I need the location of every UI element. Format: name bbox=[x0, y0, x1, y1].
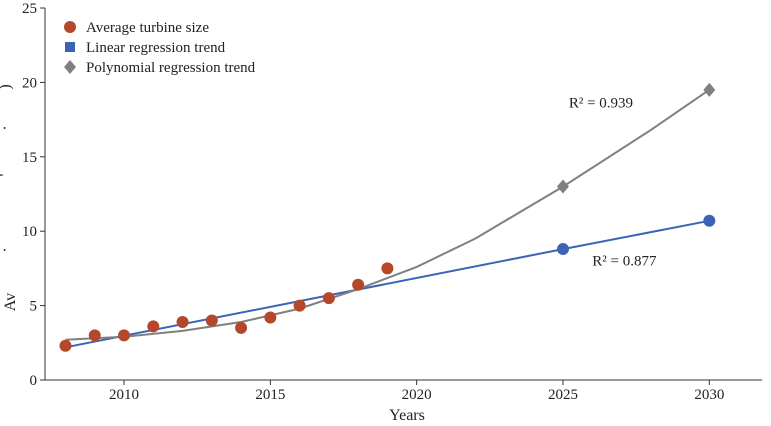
y-axis-title-fragment: · bbox=[0, 247, 14, 252]
highlight-marker-circle bbox=[556, 243, 569, 256]
series-lines bbox=[65, 88, 710, 349]
data-point bbox=[118, 329, 131, 342]
legend-marker-diamond bbox=[64, 60, 76, 74]
r-squared-annotation: R² = 0.939 bbox=[569, 96, 633, 112]
x-tick-label: 2025 bbox=[548, 387, 578, 403]
legend-marker-square bbox=[65, 42, 75, 52]
y-tick-label: 25 bbox=[22, 1, 37, 17]
y-axis-title-fragments: ) · ' · bbox=[0, 84, 14, 252]
data-point bbox=[293, 299, 306, 312]
x-tick-label: 2010 bbox=[109, 387, 139, 403]
series-line-2 bbox=[65, 88, 710, 341]
y-tick-label: 10 bbox=[22, 224, 37, 240]
data-point bbox=[381, 262, 394, 275]
x-tick-label: 2020 bbox=[402, 387, 432, 403]
data-point bbox=[352, 278, 365, 291]
x-tick-label: 2015 bbox=[255, 387, 285, 403]
highlight-marker-diamond bbox=[703, 82, 716, 97]
series-points bbox=[59, 262, 394, 352]
y-tick-label: 5 bbox=[30, 299, 38, 315]
annotations: R² = 0.939 R² = 0.877 bbox=[569, 96, 657, 270]
r-squared-annotation: R² = 0.877 bbox=[592, 253, 657, 269]
y-axis-title-fragment: ' bbox=[0, 173, 14, 176]
data-point bbox=[322, 292, 335, 305]
x-axis-title: Years bbox=[389, 407, 425, 424]
y-tick-label: 15 bbox=[22, 150, 37, 166]
y-axis-title-fragment: ) bbox=[0, 84, 14, 89]
data-point bbox=[235, 321, 248, 334]
y-axis-title-fragment: · bbox=[0, 125, 14, 130]
data-point bbox=[88, 329, 101, 342]
highlight-marker-circle bbox=[703, 214, 716, 227]
y-axis-title: Av bbox=[2, 293, 19, 311]
legend: Average turbine size Linear regression tr… bbox=[64, 20, 256, 76]
y-ticks: 0 5 10 15 20 25 bbox=[22, 1, 45, 389]
highlight-marker-diamond bbox=[556, 179, 569, 194]
series-line-1 bbox=[65, 219, 710, 349]
data-point bbox=[205, 314, 218, 327]
legend-label: Average turbine size bbox=[86, 20, 209, 36]
x-tick-label: 2030 bbox=[694, 387, 724, 403]
data-point bbox=[176, 315, 189, 328]
data-point bbox=[59, 339, 72, 352]
legend-label: Polynomial regression trend bbox=[86, 60, 256, 76]
x-ticks: 2010 2015 2020 2025 2030 bbox=[109, 380, 724, 403]
y-tick-label: 0 bbox=[30, 373, 38, 389]
y-tick-label: 20 bbox=[22, 75, 37, 91]
data-point bbox=[264, 311, 277, 324]
legend-label: Linear regression trend bbox=[86, 40, 226, 56]
highlight-markers bbox=[556, 82, 716, 256]
data-point bbox=[147, 320, 160, 333]
legend-marker-circle bbox=[64, 21, 76, 33]
